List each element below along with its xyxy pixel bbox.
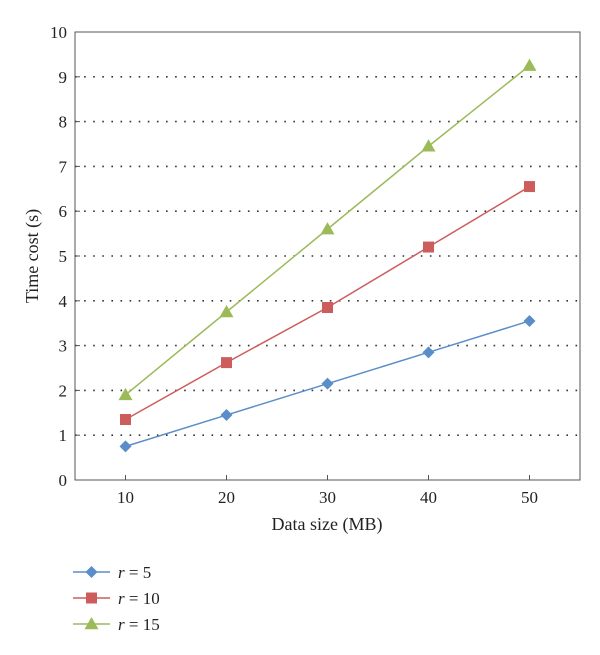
- x-tick-label: 50: [521, 488, 538, 507]
- y-tick-label: 1: [59, 426, 68, 445]
- data-point-square: [524, 181, 535, 193]
- data-point-diamond: [119, 440, 132, 453]
- y-axis-label: Time cost (s): [22, 209, 43, 303]
- legend-value: = 15: [125, 615, 160, 634]
- data-point-triangle: [320, 222, 335, 235]
- y-tick-label: 3: [59, 337, 68, 356]
- x-tick-label: 20: [218, 488, 235, 507]
- y-tick-label: 2: [59, 381, 68, 400]
- x-tick-label: 30: [319, 488, 336, 507]
- data-point-diamond: [523, 314, 536, 327]
- data-point-square: [120, 414, 131, 426]
- legend-variable: r: [118, 589, 125, 608]
- plot-area: [74, 31, 581, 481]
- data-point-triangle: [421, 139, 436, 152]
- data-point-square: [423, 241, 434, 253]
- legend-item: r = 5: [73, 563, 151, 582]
- legend-item: r = 15: [73, 615, 160, 634]
- y-tick-label: 5: [59, 247, 68, 266]
- series-group: [118, 58, 537, 453]
- legend-label: r = 10: [118, 589, 160, 608]
- data-point-triangle: [522, 58, 537, 71]
- legend-variable: r: [118, 615, 125, 634]
- data-point-square: [86, 592, 97, 604]
- legend-label: r = 5: [118, 563, 151, 582]
- data-point-triangle: [84, 617, 99, 630]
- legend-item: r = 10: [73, 589, 160, 608]
- series-square: [120, 181, 535, 426]
- data-point-triangle: [118, 387, 133, 401]
- gridlines: [75, 31, 580, 481]
- data-point-diamond: [85, 566, 98, 578]
- y-tick-label: 6: [59, 202, 68, 221]
- data-point-diamond: [321, 377, 334, 390]
- legend: r = 5r = 10r = 15: [73, 563, 160, 634]
- y-tick-label: 9: [59, 68, 68, 87]
- x-tick-label: 40: [420, 488, 437, 507]
- series-diamond: [119, 314, 536, 453]
- x-axis-label: Data size (MB): [272, 514, 383, 535]
- legend-label: r = 15: [118, 615, 160, 634]
- data-point-square: [221, 357, 232, 369]
- series-triangle: [118, 58, 537, 401]
- x-tick-label: 10: [117, 488, 134, 507]
- data-point-diamond: [422, 346, 435, 359]
- data-point-square: [322, 302, 333, 314]
- data-point-triangle: [219, 305, 234, 318]
- y-tick-label: 8: [59, 113, 68, 132]
- y-tick-label: 4: [59, 292, 68, 311]
- legend-value: = 5: [125, 563, 152, 582]
- legend-variable: r: [118, 563, 125, 582]
- y-tick-labels: 0 1 2 3 4 5 6 7 8 9 10: [50, 23, 68, 490]
- y-tick-label: 10: [50, 23, 67, 42]
- data-point-diamond: [220, 409, 233, 422]
- legend-value: = 10: [125, 589, 160, 608]
- y-tick-label: 0: [59, 471, 68, 490]
- x-tick-labels: 10 20 30 40 50: [117, 475, 538, 507]
- y-tick-label: 7: [59, 157, 68, 176]
